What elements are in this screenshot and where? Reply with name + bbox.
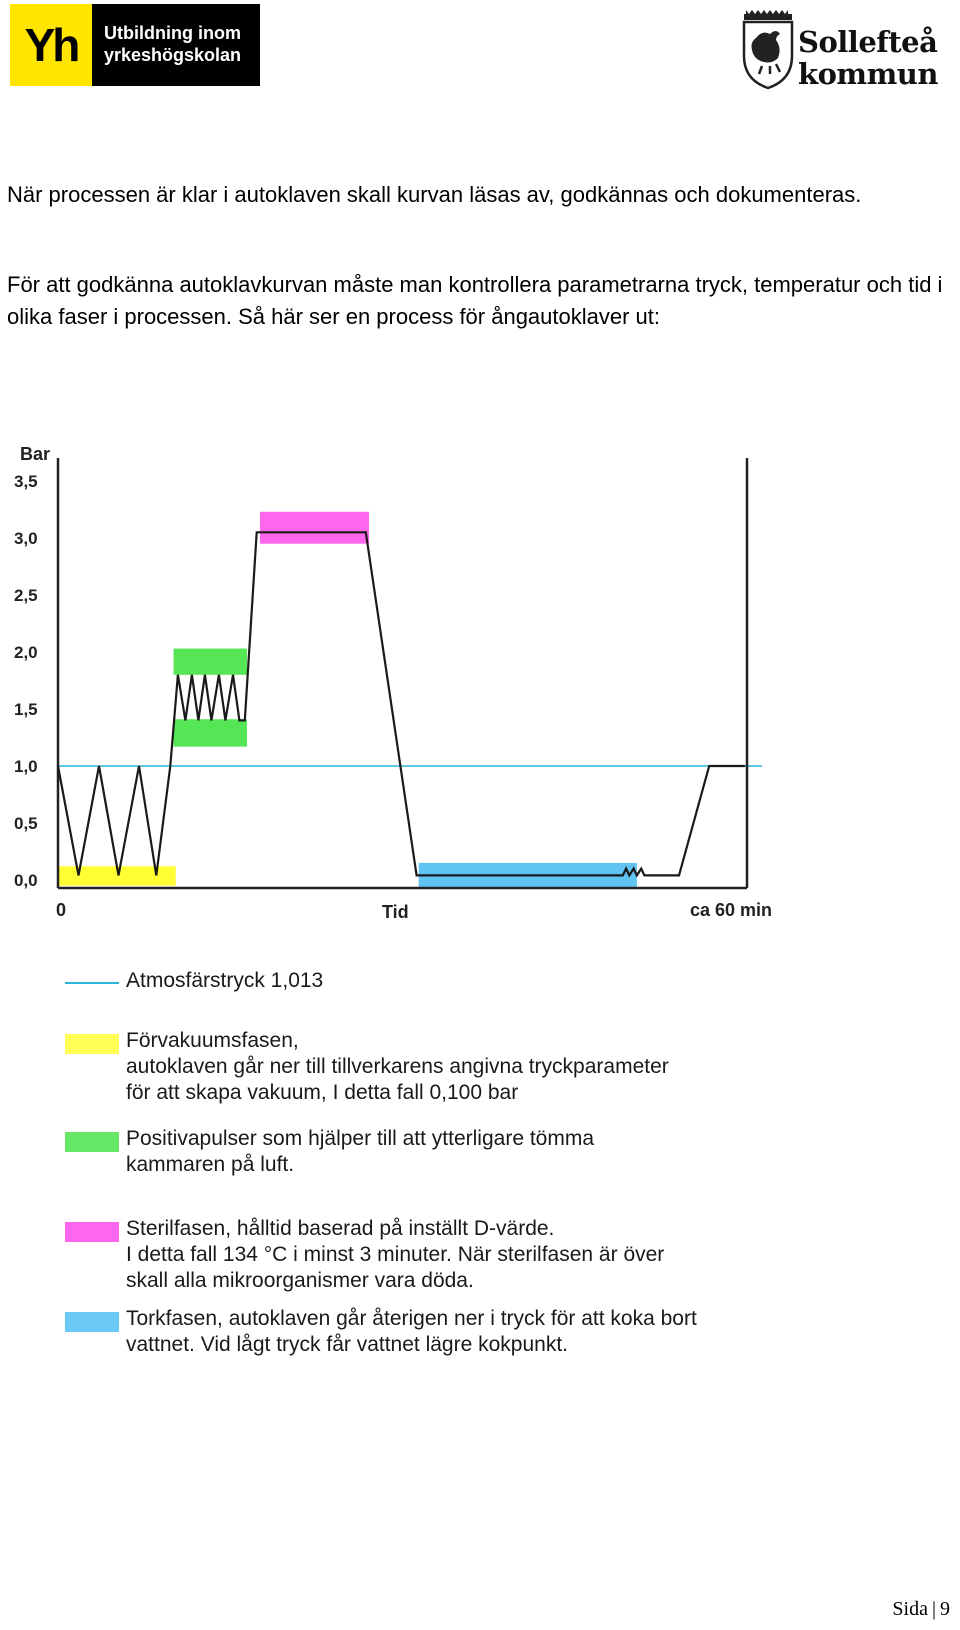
legend-text-line: Sterilfasen, hålltid baserad på inställt… bbox=[126, 1217, 555, 1240]
phase-band-prevacuum bbox=[58, 866, 176, 886]
y-tick-labels: 3,5 3,0 2,5 2,0 1,5 1,0 0,5 0,0 bbox=[14, 472, 38, 890]
y-tick-label: 1,0 bbox=[14, 757, 38, 776]
municipality-name: Sollefteå kommun bbox=[798, 26, 938, 90]
yh-logo-line1: Utbildning inom bbox=[104, 23, 241, 43]
municipality-logo: Sollefteå kommun bbox=[740, 8, 960, 94]
page-footer: Sida | 9 bbox=[892, 1598, 950, 1621]
y-tick-label: 2,0 bbox=[14, 643, 38, 662]
legend-color-swatch bbox=[65, 1132, 119, 1152]
phase-band-sterile bbox=[259, 511, 370, 544]
yh-logo-text: Utbildning inom yrkeshögskolan bbox=[92, 4, 260, 86]
legend-item: Förvakuumsfasen, autoklaven går ner till … bbox=[60, 1028, 920, 1106]
page-label: Sida bbox=[892, 1598, 928, 1620]
legend-text: Förvakuumsfasen, autoklaven går ner till … bbox=[126, 1028, 669, 1106]
legend-color-swatch bbox=[65, 1222, 119, 1242]
pressure-curve bbox=[56, 531, 745, 878]
legend-text-line: skall alla mikroorganismer vara döda. bbox=[126, 1269, 474, 1292]
legend-item: Positivapulser som hjälper till att ytte… bbox=[60, 1126, 920, 1178]
legend-item: Torkfasen, autoklaven går återigen ner i… bbox=[60, 1306, 920, 1358]
legend-text-line: Atmosfärstryck 1,013 bbox=[126, 969, 324, 992]
y-tick-label: 0,0 bbox=[14, 871, 38, 890]
legend-color-swatch bbox=[65, 1312, 119, 1332]
phase-bands bbox=[58, 511, 637, 888]
yh-logo-line2: yrkeshögskolan bbox=[104, 45, 242, 65]
legend-text-line: Förvakuumsfasen, bbox=[126, 1029, 299, 1052]
y-tick-label: 0,5 bbox=[14, 814, 38, 833]
page-number: 9 bbox=[940, 1598, 950, 1620]
x-start-label: 0 bbox=[56, 900, 66, 920]
y-tick-label: 3,5 bbox=[14, 472, 38, 491]
legend-item: Sterilfasen, hålltid baserad på inställt… bbox=[60, 1216, 920, 1294]
paragraph-2: För att godkänna autoklavkurvan måste ma… bbox=[7, 272, 943, 329]
yh-logo: Yh Utbildning inom yrkeshögskolan bbox=[10, 4, 260, 86]
y-tick-label: 3,0 bbox=[14, 529, 38, 548]
legend-text-line: Torkfasen, autoklaven går återigen ner i… bbox=[126, 1307, 697, 1330]
municipality-line2: kommun bbox=[798, 57, 938, 91]
legend-text-line: I detta fall 134 °C i minst 3 minuter. N… bbox=[126, 1243, 665, 1266]
legend-text: Sterilfasen, hålltid baserad på inställt… bbox=[126, 1216, 664, 1294]
legend-item: Atmosfärstryck 1,013 bbox=[60, 968, 920, 994]
legend-text-line: vattnet. Vid lågt tryck får vattnet lägr… bbox=[126, 1333, 569, 1356]
legend-text: Atmosfärstryck 1,013 bbox=[126, 968, 323, 994]
legend-text: Positivapulser som hjälper till att ytte… bbox=[126, 1126, 594, 1178]
legend-color-swatch bbox=[65, 1034, 119, 1054]
phase-band-pulses_high bbox=[173, 648, 247, 675]
y-axis-label: Bar bbox=[20, 444, 50, 464]
paragraph-1: När processen är klar i autoklaven skall… bbox=[7, 182, 862, 207]
coat-of-arms-icon bbox=[742, 10, 794, 90]
municipality-line1: Sollefteå bbox=[798, 25, 938, 59]
pressure-chart: 3,5 3,0 2,5 2,0 1,5 1,0 0,5 0,0 Bar 0 Tid ca 60… bbox=[14, 444, 772, 922]
y-tick-label: 2,5 bbox=[14, 586, 38, 605]
yh-logo-mark: Yh bbox=[10, 4, 92, 86]
phase-band-pulses_low bbox=[173, 719, 247, 747]
legend-text: Torkfasen, autoklaven går återigen ner i… bbox=[126, 1306, 697, 1358]
legend-text-line: kammaren på luft. bbox=[126, 1153, 295, 1176]
legend-line-swatch bbox=[65, 982, 119, 984]
page-separator: | bbox=[931, 1598, 936, 1620]
y-tick-label: 1,5 bbox=[14, 700, 38, 719]
legend-text-line: för att skapa vakuum, I detta fall 0,100… bbox=[126, 1081, 519, 1104]
x-axis-label: Tid bbox=[382, 902, 409, 922]
legend-text-line: Positivapulser som hjälper till att ytte… bbox=[126, 1127, 595, 1150]
legend-text-line: autoklaven går ner till tillverkarens an… bbox=[126, 1055, 669, 1078]
x-end-label: ca 60 min bbox=[690, 900, 772, 920]
